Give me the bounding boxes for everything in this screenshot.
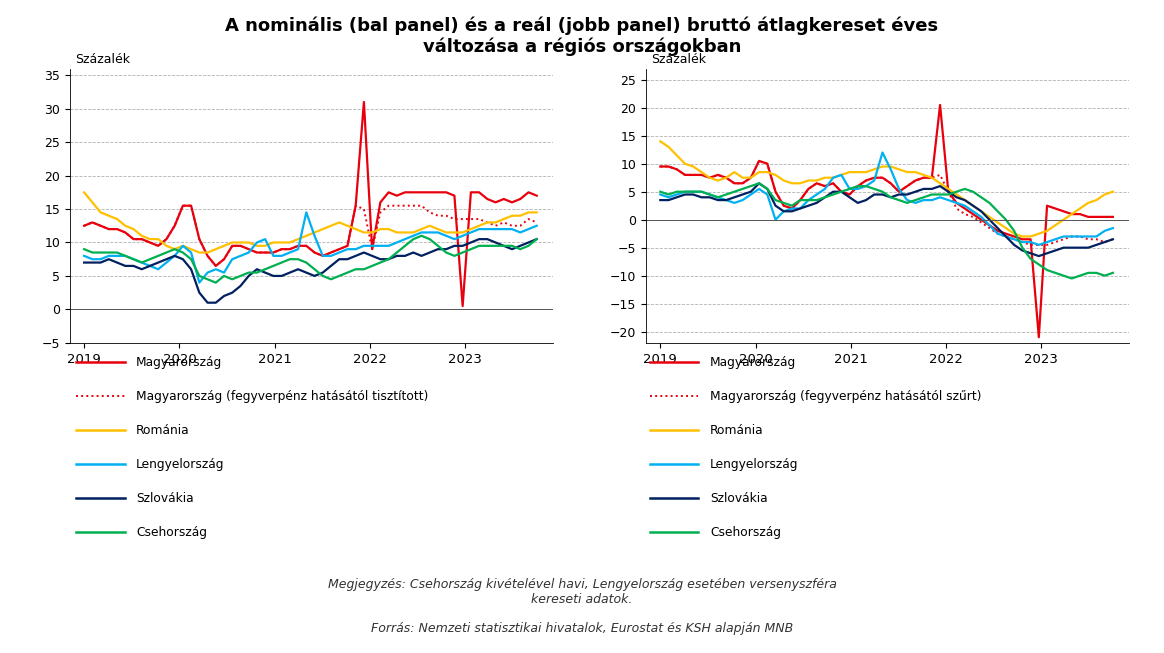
Text: Lengyelország: Lengyelország (136, 458, 225, 471)
Text: A nominális (bal panel) és a reál (jobb panel) bruttó átlagkereset éves
változás: A nominális (bal panel) és a reál (jobb … (226, 16, 938, 56)
Text: Szlovákia: Szlovákia (136, 492, 194, 505)
Text: Magyarország: Magyarország (710, 356, 796, 369)
Text: Csehország: Csehország (710, 526, 781, 539)
Text: Románia: Románia (710, 424, 764, 437)
Text: Szlovákia: Szlovákia (710, 492, 768, 505)
Text: Csehország: Csehország (136, 526, 207, 539)
Text: Lengyelország: Lengyelország (710, 458, 799, 471)
Text: Százalék: Százalék (651, 53, 705, 66)
Text: Százalék: Százalék (74, 53, 129, 66)
Text: Megjegyzés: Csehország kivételével havi, Lengyelország esetében versenyszféra
ke: Megjegyzés: Csehország kivételével havi,… (327, 578, 837, 606)
Text: Magyarország: Magyarország (136, 356, 222, 369)
Text: Románia: Románia (136, 424, 190, 437)
Text: Magyarország (fegyverpénz hatásától szűrt): Magyarország (fegyverpénz hatásától szűr… (710, 390, 981, 403)
Text: Forrás: Nemzeti statisztikai hivatalok, Eurostat és KSH alapján MNB: Forrás: Nemzeti statisztikai hivatalok, … (371, 622, 793, 635)
Text: Magyarország (fegyverpénz hatásától tisztított): Magyarország (fegyverpénz hatásától tisz… (136, 390, 428, 403)
